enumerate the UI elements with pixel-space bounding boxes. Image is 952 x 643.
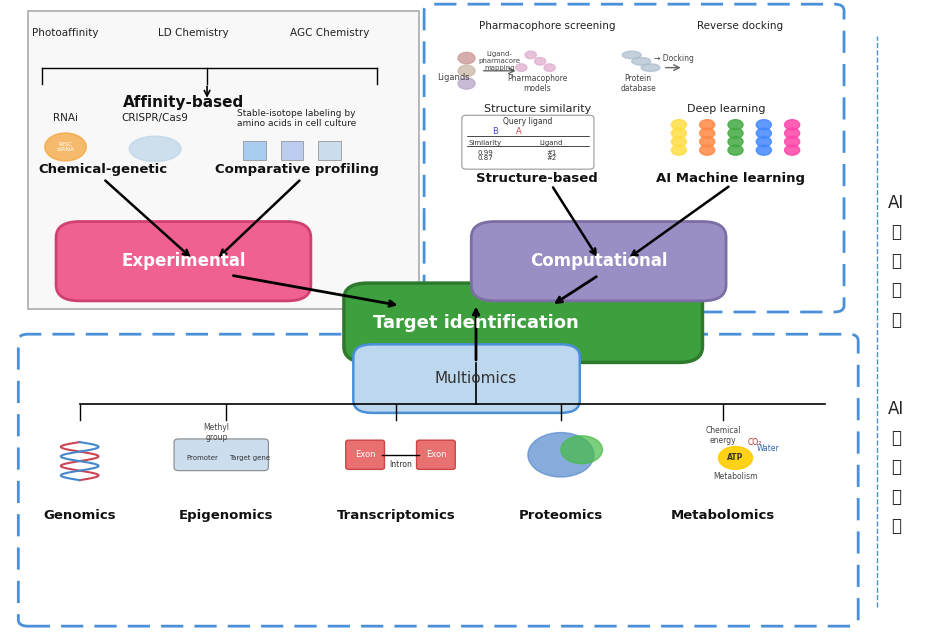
Text: Pharmacophore
models: Pharmacophore models <box>507 74 567 93</box>
FancyBboxPatch shape <box>462 115 594 169</box>
FancyBboxPatch shape <box>346 440 385 469</box>
Text: #2: #2 <box>546 156 557 161</box>
Text: LD Chemistry: LD Chemistry <box>158 28 228 38</box>
Text: Experimental: Experimental <box>121 252 246 270</box>
Circle shape <box>756 136 771 147</box>
Ellipse shape <box>129 136 181 161</box>
Text: Protein
database: Protein database <box>621 74 656 93</box>
Text: AI Machine learning: AI Machine learning <box>656 172 805 185</box>
Text: Exon: Exon <box>355 450 376 459</box>
Circle shape <box>561 436 603 464</box>
Circle shape <box>700 128 715 138</box>
Text: Intron: Intron <box>389 460 412 469</box>
Text: CO₂: CO₂ <box>747 438 762 447</box>
Text: Similarity: Similarity <box>469 140 502 145</box>
Ellipse shape <box>632 57 650 65</box>
Bar <box>28 10 420 309</box>
Ellipse shape <box>641 64 660 71</box>
Circle shape <box>45 133 87 161</box>
FancyBboxPatch shape <box>417 440 455 469</box>
Circle shape <box>671 136 686 147</box>
Text: Proteomics: Proteomics <box>519 509 603 521</box>
Circle shape <box>544 64 555 71</box>
Text: CRISPR/Cas9: CRISPR/Cas9 <box>122 113 188 123</box>
Circle shape <box>671 120 686 130</box>
FancyBboxPatch shape <box>353 345 580 413</box>
Text: Metabolomics: Metabolomics <box>671 509 775 521</box>
Text: Comparative profiling: Comparative profiling <box>215 163 379 176</box>
Text: Ligand: Ligand <box>540 140 564 145</box>
Circle shape <box>534 57 545 65</box>
Circle shape <box>756 145 771 155</box>
Text: Ligands: Ligands <box>437 73 469 82</box>
Text: Metabolism: Metabolism <box>713 473 758 482</box>
Circle shape <box>728 145 744 155</box>
Circle shape <box>700 136 715 147</box>
Text: Computational: Computational <box>530 252 667 270</box>
Circle shape <box>784 136 800 147</box>
Text: Transcriptomics: Transcriptomics <box>336 509 455 521</box>
Circle shape <box>728 128 744 138</box>
Circle shape <box>458 65 475 77</box>
Text: Genomics: Genomics <box>44 509 116 521</box>
FancyBboxPatch shape <box>174 439 268 471</box>
Text: Target gene: Target gene <box>229 455 270 461</box>
Circle shape <box>756 128 771 138</box>
Text: Deep learning: Deep learning <box>686 104 765 114</box>
Text: Query ligand: Query ligand <box>504 117 552 126</box>
Circle shape <box>784 128 800 138</box>
Text: AI
技
术
辅
助: AI 技 术 辅 助 <box>888 400 904 535</box>
Circle shape <box>671 145 686 155</box>
Circle shape <box>728 136 744 147</box>
Text: Epigenomics: Epigenomics <box>179 509 273 521</box>
Text: Promoter: Promoter <box>187 455 218 461</box>
Circle shape <box>728 120 744 130</box>
Text: B: B <box>492 127 498 136</box>
Bar <box>318 141 341 159</box>
Text: 0.99: 0.99 <box>478 150 493 156</box>
Circle shape <box>700 145 715 155</box>
Circle shape <box>700 120 715 130</box>
Text: → Docking: → Docking <box>654 53 694 62</box>
Text: Ligand-
pharmacore
mapping: Ligand- pharmacore mapping <box>479 51 521 71</box>
Circle shape <box>458 52 475 64</box>
Circle shape <box>528 433 594 477</box>
FancyBboxPatch shape <box>56 222 311 301</box>
Circle shape <box>756 120 771 130</box>
Text: ATP: ATP <box>727 453 744 462</box>
Circle shape <box>784 145 800 155</box>
Text: AGC Chemistry: AGC Chemistry <box>290 28 369 38</box>
Text: Target identification: Target identification <box>373 314 579 332</box>
Text: Affinity-based: Affinity-based <box>123 95 244 110</box>
Text: Multiomics: Multiomics <box>435 371 517 386</box>
Bar <box>243 141 266 159</box>
Text: Chemical-genetic: Chemical-genetic <box>39 163 168 176</box>
Circle shape <box>719 446 752 469</box>
Text: Photoaffinity: Photoaffinity <box>32 28 99 38</box>
Circle shape <box>671 128 686 138</box>
Circle shape <box>458 78 475 89</box>
Text: RISC
siRNA: RISC siRNA <box>56 141 74 152</box>
Text: Reverse docking: Reverse docking <box>697 21 783 32</box>
Circle shape <box>784 120 800 130</box>
Circle shape <box>516 64 527 71</box>
FancyBboxPatch shape <box>344 283 703 363</box>
Text: Methyl
group: Methyl group <box>204 423 229 442</box>
Text: RNAi: RNAi <box>53 113 78 123</box>
Text: Water: Water <box>757 444 780 453</box>
Text: Structure-based: Structure-based <box>476 172 598 185</box>
Text: Stable-isotope labeling by
amino acids in cell culture: Stable-isotope labeling by amino acids i… <box>237 109 356 128</box>
Text: Exon: Exon <box>426 450 446 459</box>
Text: A: A <box>516 127 522 136</box>
Text: Chemical
energy: Chemical energy <box>705 426 741 446</box>
Ellipse shape <box>623 51 641 59</box>
Text: 0.87: 0.87 <box>478 156 493 161</box>
Circle shape <box>526 51 536 59</box>
Text: #1: #1 <box>546 150 557 156</box>
Text: AI
技
术
应
用: AI 技 术 应 用 <box>888 194 904 329</box>
FancyBboxPatch shape <box>471 222 726 301</box>
Text: Pharmacophore screening: Pharmacophore screening <box>479 21 615 32</box>
Text: Structure similarity: Structure similarity <box>484 104 591 114</box>
Bar <box>281 141 304 159</box>
